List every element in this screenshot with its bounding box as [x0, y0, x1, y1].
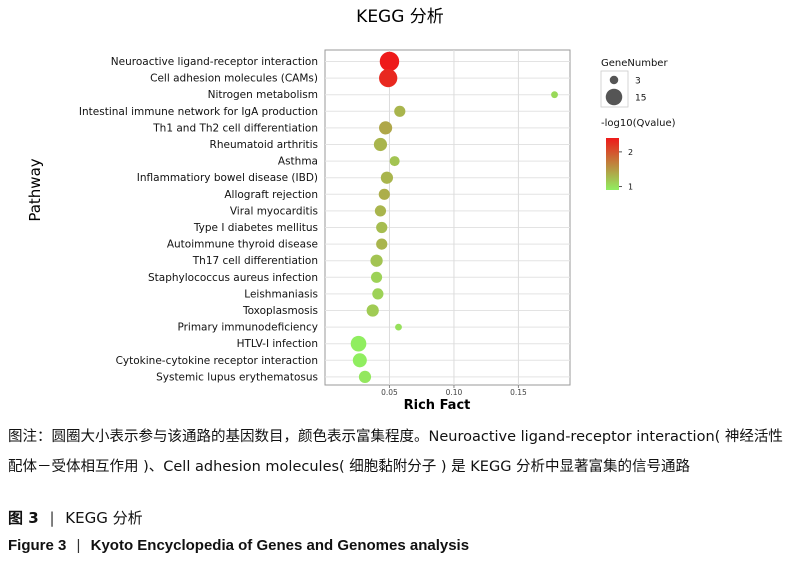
figure-number-cn: 图 3 — [8, 509, 39, 527]
bubble — [551, 91, 558, 98]
bubble — [353, 353, 367, 367]
bubble — [370, 255, 382, 267]
pathway-labels: Neuroactive ligand-receptor interaction C… — [79, 56, 318, 383]
pathway-label: Neuroactive ligand-receptor interaction — [111, 56, 318, 68]
gene-number-legend: GeneNumber 3 15 — [601, 58, 668, 107]
bubble — [351, 336, 367, 352]
size-legend-dot — [606, 89, 623, 106]
x-tick-label: 0.15 — [510, 388, 527, 397]
pathway-label: Leishmaniasis — [244, 288, 318, 300]
figure-number-en: Figure 3 — [8, 537, 66, 554]
x-tick-label: 0.10 — [446, 388, 463, 397]
plot-area — [325, 50, 570, 385]
pathway-label: Autoimmune thyroid disease — [167, 239, 318, 251]
bubble — [372, 288, 383, 299]
pathway-label: Asthma — [278, 156, 318, 168]
pathway-label: Intestinal immune network for IgA produc… — [79, 106, 318, 118]
bubble — [374, 138, 387, 151]
bubble — [376, 239, 387, 250]
pathway-label: Type I diabetes mellitus — [193, 222, 318, 234]
bubble — [390, 156, 400, 166]
x-tick-labels: 0.05 0.10 0.15 — [381, 385, 527, 397]
chart-title: KEGG 分析 — [356, 7, 444, 27]
bubble — [375, 205, 386, 216]
figure-title-en: Kyoto Encyclopedia of Genes and Genomes … — [91, 537, 469, 554]
pathway-label: Cytokine-cytokine receptor interaction — [116, 355, 318, 367]
pathway-label: HTLV-I infection — [237, 338, 318, 350]
pathway-label: Inflammatiory bowel disease (IBD) — [137, 172, 318, 184]
color-legend-label: 2 — [628, 148, 633, 157]
figure-caption-cn: 图 3 | KEGG 分析 — [8, 507, 792, 529]
figure-caption-en: Figure 3 | Kyoto Encyclopedia of Genes a… — [8, 535, 792, 557]
pathway-label: Systemic lupus erythematosus — [156, 371, 318, 383]
pathway-label: Allograft rejection — [224, 189, 318, 201]
size-legend-dot — [610, 76, 619, 85]
figure-title-cn: KEGG 分析 — [65, 509, 142, 527]
bubble — [379, 189, 390, 200]
size-legend-label: 15 — [635, 94, 646, 104]
color-legend-title: -log10(Qvalue) — [601, 118, 676, 129]
color-legend-bar — [606, 138, 619, 190]
bubble — [380, 52, 399, 71]
bubble — [379, 69, 397, 87]
pathway-label: Viral myocarditis — [230, 205, 318, 217]
pathway-label: Cell adhesion molecules (CAMs) — [150, 73, 318, 85]
figure-note: 图注：圆圈大小表示参与该通路的基因数目，颜色表示富集程度。Neuroactive… — [8, 422, 792, 482]
bubble — [367, 304, 379, 316]
pathway-label: Nitrogen metabolism — [208, 89, 318, 101]
size-legend-title: GeneNumber — [601, 58, 668, 69]
size-legend-label: 3 — [635, 77, 641, 87]
pathway-label: Th1 and Th2 cell differentiation — [152, 122, 318, 134]
bubble — [371, 272, 382, 283]
bubble — [376, 222, 387, 233]
pathway-label: Primary immunodeficiency — [177, 322, 318, 334]
pathway-label: Staphylococcus aureus infection — [148, 272, 318, 284]
bubble — [359, 371, 371, 383]
pathway-label: Toxoplasmosis — [242, 305, 318, 317]
bubble — [379, 121, 392, 134]
x-tick-label: 0.05 — [381, 388, 398, 397]
color-legend-label: 1 — [628, 183, 633, 192]
bubble — [381, 172, 393, 184]
caption-separator: | — [77, 537, 81, 554]
qvalue-legend: -log10(Qvalue) 2 1 — [601, 118, 676, 192]
bubble — [395, 324, 402, 331]
bubble — [394, 106, 405, 117]
pathway-label: Rheumatoid arthritis — [210, 139, 318, 151]
caption-separator: | — [49, 509, 54, 527]
x-axis-label: Rich Fact — [404, 398, 471, 410]
y-axis-label: Pathway — [26, 158, 44, 221]
pathway-label: Th17 cell differentiation — [192, 255, 318, 267]
kegg-bubble-chart: KEGG 分析 Neuroactive ligand-receptor inte… — [0, 0, 800, 410]
